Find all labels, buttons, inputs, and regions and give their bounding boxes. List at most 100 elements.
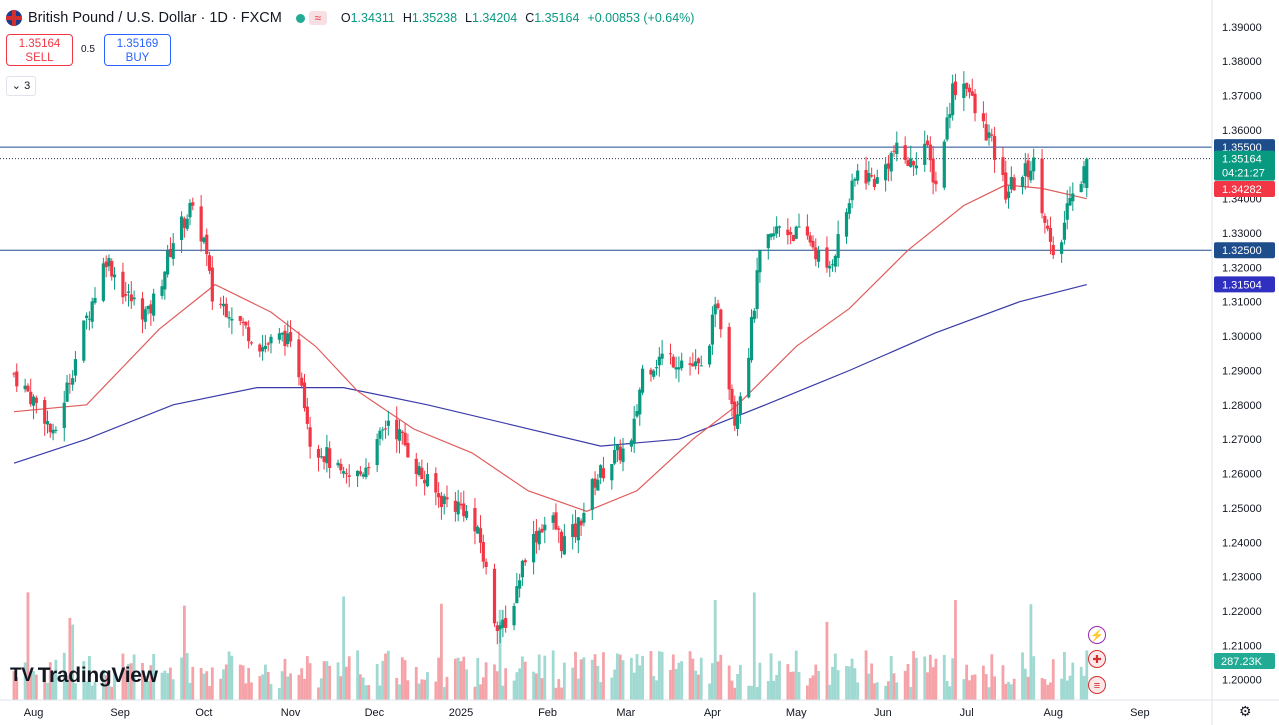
candle-body — [875, 177, 879, 184]
volume-bar — [342, 596, 346, 700]
candle-body — [830, 264, 835, 266]
candle-body — [713, 304, 717, 315]
candle-body — [769, 233, 773, 238]
price-label: 1.31504 — [1222, 279, 1262, 291]
volume-bar — [498, 609, 502, 700]
candle-body — [654, 367, 659, 369]
volume-bar — [521, 656, 524, 700]
ma200-path — [13, 284, 1087, 464]
chart-header: British Pound / U.S. Dollar · 1D · FXCM … — [6, 8, 694, 28]
wave-icon[interactable]: ≈ — [308, 11, 327, 25]
volume-bar — [417, 683, 421, 700]
candle-body — [484, 561, 488, 567]
volume-bar — [495, 671, 499, 700]
candle-body — [1060, 242, 1064, 254]
studies-toggle-button[interactable]: ⌄ 3 — [6, 76, 36, 96]
candle-body — [811, 240, 815, 248]
volume-bar — [993, 676, 996, 700]
candle-body — [772, 233, 776, 237]
candle-body — [87, 318, 92, 320]
candle-body — [579, 520, 583, 526]
volume-bar — [113, 667, 116, 700]
buy-button[interactable]: 1.35169 BUY — [104, 34, 171, 66]
candle-body — [1012, 177, 1016, 191]
chevron-down-icon: ⌄ — [11, 80, 22, 92]
volume-bar — [1023, 668, 1027, 700]
candle-body — [464, 511, 469, 518]
volume-bar — [54, 659, 58, 700]
time-axis[interactable]: Aug Sep Oct Nov Dec 2025 Feb Mar Apr May Jun Jul Aug… — [0, 699, 1279, 719]
candle-body — [104, 261, 108, 268]
candle-body — [520, 560, 525, 578]
candle-body — [143, 309, 147, 322]
volume-bar — [1046, 684, 1050, 700]
candle-body — [640, 368, 645, 393]
volume-bar — [15, 677, 19, 700]
candle-body — [342, 471, 346, 474]
horizontal-levels[interactable] — [0, 146, 1212, 251]
candle-body — [308, 427, 312, 447]
y-tick-label: 1.22000 — [1222, 606, 1262, 618]
volume-bar — [945, 681, 949, 700]
candle-body — [462, 503, 466, 517]
candle-body — [691, 363, 695, 367]
candle-body — [1029, 170, 1033, 181]
volume-bar — [923, 656, 927, 700]
volume-bar — [616, 653, 619, 700]
volume-bar — [518, 668, 522, 700]
high-value: 1.35238 — [411, 11, 458, 25]
logo-text: TradingView — [37, 664, 158, 687]
candle-body — [146, 306, 150, 310]
x-tick-label: May — [786, 707, 807, 719]
volume-bar — [948, 686, 952, 700]
gear-icon[interactable]: ⚙ — [1239, 703, 1252, 719]
volume-bar — [1012, 678, 1016, 700]
candle-body — [518, 580, 522, 589]
volume-bar — [473, 686, 477, 700]
candle-body — [425, 474, 430, 487]
candle-body — [325, 447, 329, 464]
candle-body — [129, 294, 133, 302]
volume-bar — [420, 679, 424, 700]
candle-body — [850, 180, 854, 201]
volume-bar — [1060, 678, 1064, 700]
volume-bar — [669, 669, 672, 700]
candle-body — [442, 496, 446, 505]
volume-bar — [845, 665, 848, 700]
volume-bar — [160, 672, 164, 700]
tradingview-logo[interactable]: TV TradingView — [10, 664, 158, 688]
volume-bar — [481, 677, 485, 700]
candle-body — [638, 389, 642, 415]
volume-bar — [65, 675, 69, 700]
volume-bar — [970, 675, 974, 700]
open-value: 1.34311 — [350, 11, 395, 25]
candle-body — [1006, 191, 1011, 198]
symbol-title[interactable]: British Pound / U.S. Dollar · 1D · FXCM — [28, 10, 282, 26]
volume-bar — [554, 687, 558, 700]
volume-bar — [794, 650, 798, 700]
us-flag-icon[interactable]: ≡ — [1088, 676, 1106, 694]
candle-body — [101, 263, 105, 301]
candle-body — [967, 87, 972, 93]
price-labels: 1.355001.325001.3516404:21:271.342821.31… — [1214, 139, 1275, 669]
candle-body — [911, 161, 916, 166]
volume-bar — [26, 592, 30, 700]
lightning-icon[interactable]: ⚡ — [1088, 626, 1106, 644]
volume-bar — [82, 661, 86, 700]
uk-flag-icon[interactable]: ✚ — [1088, 650, 1106, 668]
candle-body — [534, 531, 539, 543]
volume-bar — [903, 670, 907, 700]
candle-body — [322, 456, 326, 462]
candle-body — [786, 229, 790, 236]
price-axis[interactable]: 1.390001.380001.370001.360001.350001.340… — [1211, 0, 1279, 725]
candle-body — [504, 618, 508, 628]
price-label: 1.34282 — [1222, 184, 1262, 196]
sell-button[interactable]: 1.35164 SELL — [6, 34, 73, 66]
volume-bar — [230, 655, 234, 700]
candle-body — [1020, 177, 1025, 188]
volume-bar — [752, 592, 756, 700]
candle-body — [532, 533, 536, 563]
candle-body — [1085, 158, 1089, 188]
candle-body — [844, 212, 849, 237]
